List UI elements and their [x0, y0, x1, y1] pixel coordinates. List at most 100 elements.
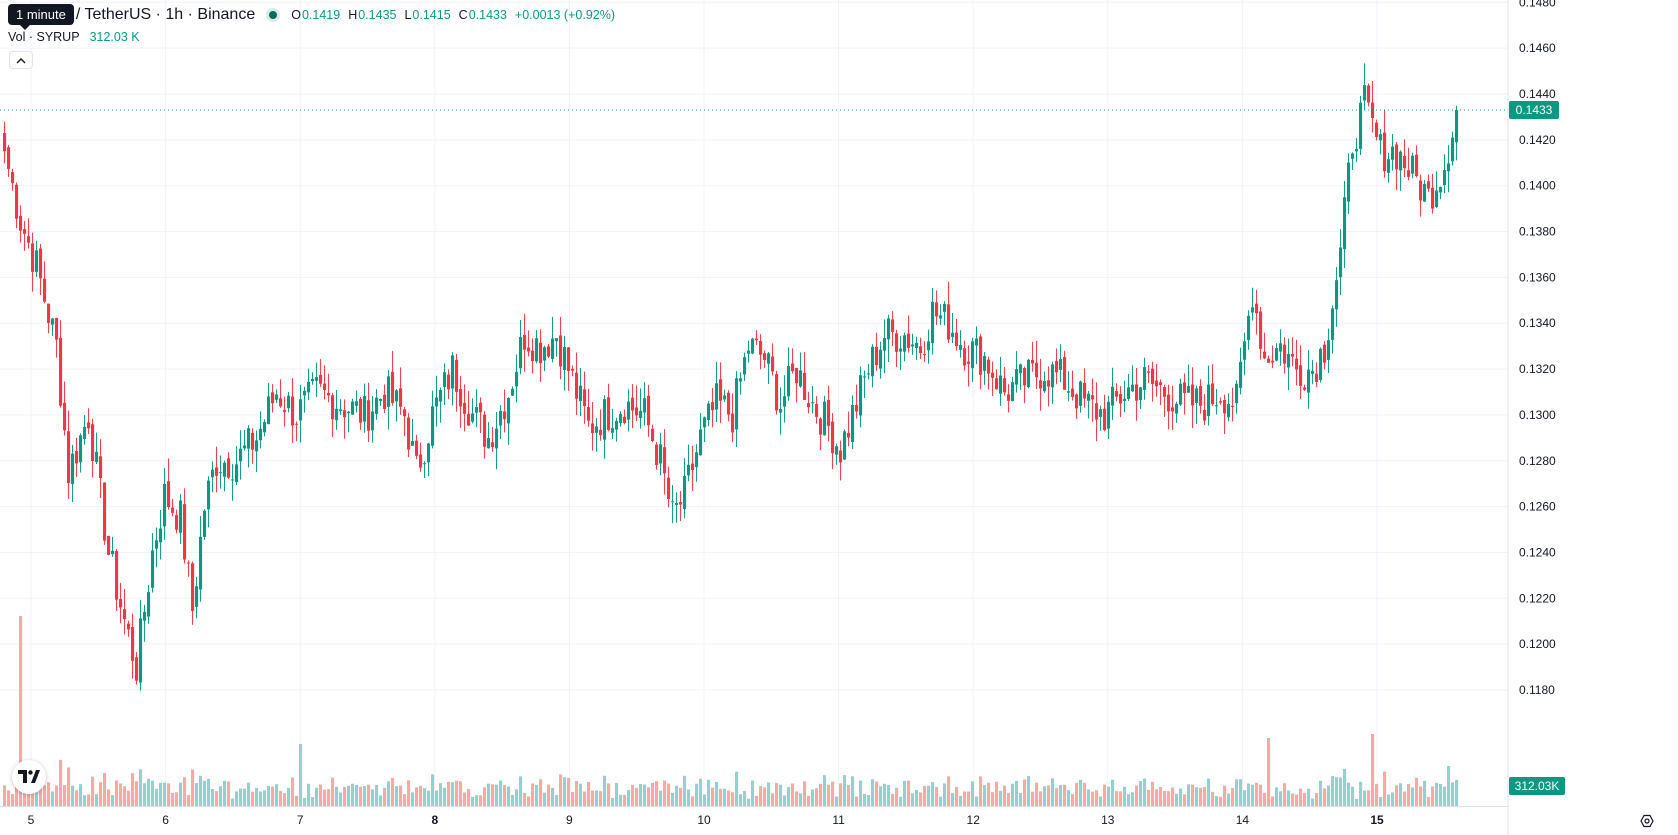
- volume-bar: [287, 787, 291, 806]
- candle-body: [91, 424, 95, 461]
- price-axis[interactable]: 0.1480 0.1460 0.1440 0.1420 0.1400 0.1380 0.13…: [1507, 0, 1556, 835]
- candles: [3, 63, 1459, 691]
- candle-body: [1331, 308, 1335, 340]
- volume-bar: [963, 791, 967, 806]
- volume-bar: [647, 787, 651, 806]
- volume-bar: [331, 777, 335, 806]
- volume-bar: [207, 778, 211, 806]
- volume-bar: [587, 781, 591, 806]
- open-value: 0.1419: [301, 7, 341, 22]
- volume-bar: [111, 795, 115, 806]
- close-label: C: [458, 7, 468, 22]
- time-tick-label: 8: [431, 813, 438, 827]
- volume-bar: [143, 783, 147, 806]
- candle-body: [267, 396, 271, 425]
- time-tick-label: 7: [297, 813, 304, 827]
- volume-bar: [323, 789, 327, 806]
- volume-bar: [1311, 798, 1315, 806]
- time-axis[interactable]: 5 6 7 8 9 10 11 12 13 14 15: [0, 806, 1508, 828]
- volume-bar: [807, 795, 811, 806]
- candle-body: [691, 463, 695, 470]
- gear-icon: [1640, 814, 1654, 828]
- volume-bar: [403, 794, 407, 806]
- candle-body: [1319, 348, 1323, 380]
- volume-bar: [843, 775, 847, 806]
- candle-body: [699, 429, 703, 456]
- volume-bar: [75, 790, 79, 806]
- volume-bar: [1131, 792, 1135, 806]
- candle-body: [515, 371, 519, 387]
- volume-bar: [827, 784, 831, 806]
- candle-body: [1179, 383, 1183, 405]
- volume-bar: [227, 781, 231, 806]
- tradingview-logo-icon[interactable]: [12, 760, 46, 794]
- symbol-title[interactable]: / TetherUS · 1h · Binance: [75, 5, 256, 23]
- candle-body: [319, 374, 323, 384]
- candle-body: [723, 395, 727, 400]
- volume-bar: [431, 774, 435, 806]
- volume-bar: [1391, 792, 1395, 806]
- volume-bar: [355, 784, 359, 806]
- volume-bar: [487, 783, 491, 806]
- candle-body: [771, 356, 775, 372]
- candle-body: [855, 404, 859, 412]
- candle-body: [1375, 122, 1379, 137]
- candle-body: [1111, 386, 1115, 406]
- candle-body: [791, 363, 795, 372]
- candle-body: [259, 428, 263, 441]
- volume-label[interactable]: Vol · SYRUP: [8, 30, 80, 44]
- price-tick-label: 0.1320: [1519, 362, 1556, 376]
- candle-body: [191, 563, 195, 611]
- candle-body: [1299, 365, 1303, 386]
- candle-body: [383, 394, 387, 409]
- candle-body: [1039, 380, 1043, 389]
- candle-body: [187, 562, 191, 564]
- candle-body: [439, 389, 443, 402]
- volume-bar: [87, 794, 91, 806]
- candle-body: [615, 420, 619, 430]
- candle-body: [403, 409, 407, 417]
- volume-bar: [43, 785, 47, 806]
- candle-body: [31, 243, 35, 272]
- volume-bar: [435, 790, 439, 806]
- volume-bar: [603, 775, 607, 806]
- candle-body: [1351, 153, 1355, 159]
- volume-bar: [1247, 783, 1251, 806]
- chart-settings-button[interactable]: [1638, 812, 1656, 830]
- market-status-icon[interactable]: [269, 10, 278, 19]
- volume-bar: [1063, 784, 1067, 806]
- candle-body: [1291, 353, 1295, 357]
- volume-bar: [419, 785, 423, 806]
- price-tick-label: 0.1460: [1519, 41, 1556, 55]
- volume-bar: [1319, 780, 1323, 806]
- candle-body: [1055, 361, 1059, 373]
- volume-bar: [387, 781, 391, 806]
- candle-body: [587, 407, 591, 421]
- candle-body: [71, 453, 75, 484]
- candle-body: [811, 402, 815, 404]
- candle-body: [947, 304, 951, 340]
- volume-bar: [307, 783, 311, 806]
- volume-bar: [1211, 791, 1215, 806]
- candle-body: [663, 447, 667, 474]
- volume-bar: [1415, 777, 1419, 806]
- volume-bar: [535, 785, 539, 806]
- candle-body: [203, 510, 207, 537]
- volume-bar: [479, 795, 483, 806]
- candle-body: [523, 334, 527, 350]
- volume-bar: [79, 784, 83, 806]
- candle-body: [951, 332, 955, 337]
- candle-body: [287, 395, 291, 409]
- candle-body: [1395, 144, 1399, 170]
- candle-body: [67, 431, 71, 484]
- volume-bar: [923, 786, 927, 806]
- volume-bar: [623, 794, 627, 806]
- collapse-legend-button[interactable]: [9, 51, 33, 69]
- candle-body: [651, 428, 655, 442]
- volume-bar: [367, 784, 371, 806]
- candle-body: [1191, 384, 1195, 406]
- candle-body: [231, 479, 235, 481]
- volume-bar: [1299, 788, 1303, 806]
